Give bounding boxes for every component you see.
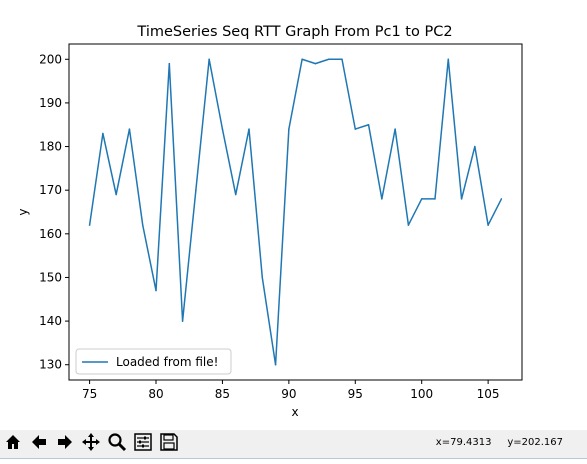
x-tick-label: 95 <box>348 387 363 401</box>
data-points <box>88 58 503 366</box>
data-point <box>354 128 357 130</box>
data-point <box>301 58 303 61</box>
data-point <box>168 62 171 65</box>
window-bottom-border <box>0 458 587 464</box>
legend: Loaded from file! <box>75 348 232 375</box>
data-point <box>221 128 224 130</box>
data-point <box>314 62 317 65</box>
data-point <box>115 193 117 196</box>
configure-subplots-button[interactable] <box>132 433 154 455</box>
x-axis-label: x <box>291 405 298 419</box>
legend-label: Loaded from file! <box>116 355 218 369</box>
y-tick-label: 180 <box>39 140 62 154</box>
data-point <box>208 58 210 61</box>
y-tick-label: 130 <box>39 358 62 372</box>
x-axis-ticks: 75 80 85 90 95 100 105 <box>82 380 500 401</box>
chart-title: TimeSeries Seq RTT Graph From Pc1 to PC2 <box>136 24 452 40</box>
pan-icon <box>81 432 101 456</box>
data-point <box>288 128 290 130</box>
data-point <box>155 289 157 292</box>
legend-box <box>75 348 232 375</box>
x-tick-label: 105 <box>477 387 500 401</box>
data-point <box>434 198 436 200</box>
data-point <box>460 198 463 200</box>
x-tick-label: 90 <box>281 387 296 401</box>
plot-figure[interactable]: TimeSeries Seq RTT Graph From Pc1 to PC2… <box>0 0 587 430</box>
data-point <box>341 58 343 61</box>
data-point <box>181 320 184 322</box>
data-point <box>248 128 250 130</box>
y-axis-ticks: 130 140 150 160 170 180 190 200 <box>39 52 69 372</box>
save-button[interactable] <box>158 433 180 455</box>
data-point <box>141 224 144 226</box>
pan-button[interactable] <box>80 433 102 455</box>
navigation-toolbar: x=79.4313 y=202.167 <box>0 430 587 458</box>
configure-subplots-icon <box>133 432 153 456</box>
x-tick-label: 100 <box>410 387 433 401</box>
data-point <box>474 145 476 148</box>
data-point <box>367 123 370 126</box>
data-point <box>381 198 383 200</box>
y-tick-label: 200 <box>39 52 62 66</box>
x-tick-label: 75 <box>82 387 97 401</box>
home-button[interactable] <box>2 433 24 455</box>
save-icon <box>159 432 179 456</box>
series-group <box>88 58 503 366</box>
data-point <box>500 198 503 200</box>
zoom-button[interactable] <box>106 433 128 455</box>
data-point <box>274 363 277 366</box>
data-point <box>234 193 237 196</box>
data-point <box>420 198 423 200</box>
data-point <box>261 276 264 279</box>
y-tick-label: 160 <box>39 227 62 241</box>
data-point <box>394 128 396 130</box>
y-tick-label: 170 <box>39 183 62 197</box>
data-point <box>88 224 91 226</box>
axes-frame <box>68 43 523 381</box>
data-point <box>327 58 330 61</box>
plot-area[interactable]: 75 80 85 90 95 100 105 130 140 150 160 170 180 190 20… <box>39 43 523 401</box>
x-tick-label: 80 <box>148 387 163 401</box>
y-axis-label: y <box>16 208 30 215</box>
zoom-icon <box>107 432 127 456</box>
back-arrow-icon <box>29 432 49 456</box>
y-tick-label: 140 <box>39 314 62 328</box>
data-point <box>487 224 489 226</box>
home-icon <box>3 432 23 456</box>
x-tick-label: 85 <box>215 387 230 401</box>
cursor-coordinates: x=79.4313 y=202.167 <box>435 437 563 448</box>
forward-button[interactable] <box>54 433 76 455</box>
data-point <box>447 58 450 61</box>
data-point <box>128 128 131 130</box>
data-point <box>407 224 410 226</box>
y-tick-label: 150 <box>39 270 62 284</box>
series-line <box>88 58 503 366</box>
data-point <box>102 132 104 135</box>
back-button[interactable] <box>28 433 50 455</box>
y-tick-label: 190 <box>39 96 62 110</box>
data-point <box>195 189 197 191</box>
forward-arrow-icon <box>55 432 75 456</box>
